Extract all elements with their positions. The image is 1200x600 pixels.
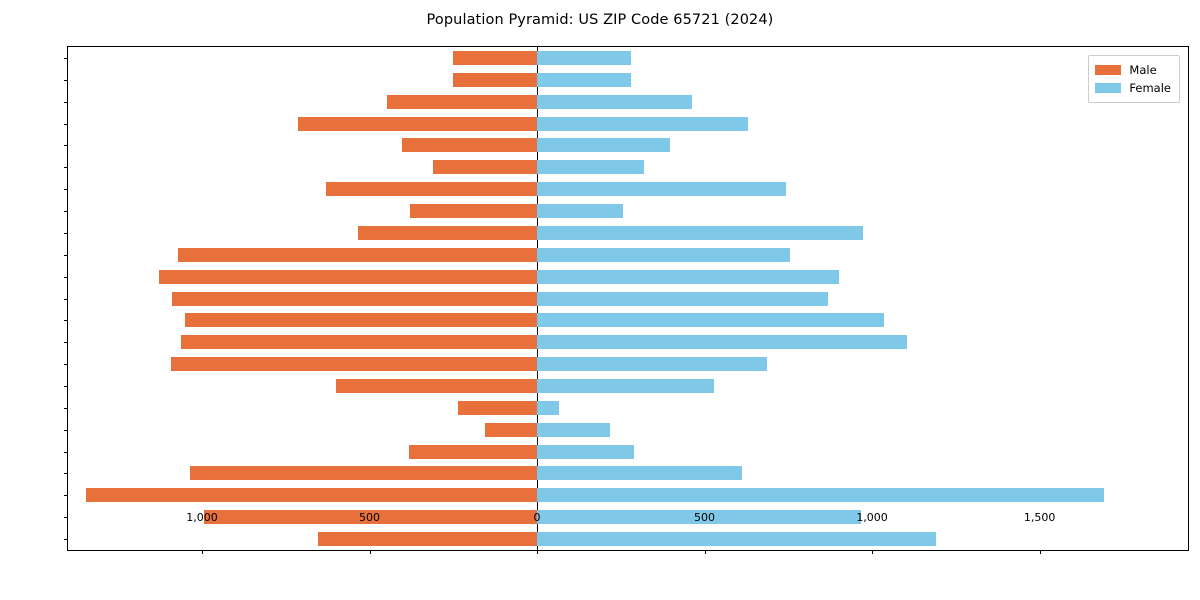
y-axis-tick <box>64 385 68 387</box>
bar-female-40-44 <box>537 291 829 306</box>
bar-male-45-49 <box>159 269 538 284</box>
y-axis-tick <box>64 429 68 431</box>
plot-area: Under 55-910-1415-1718-19202122-2425-293… <box>64 46 1189 554</box>
y-axis-tick <box>64 189 68 191</box>
bar-female-under-5 <box>537 532 936 547</box>
y-axis-tick <box>64 517 68 519</box>
legend-label-female: Female <box>1129 81 1171 95</box>
legend-label-male: Male <box>1129 63 1157 77</box>
y-axis-tick <box>64 211 68 213</box>
y-axis-tick <box>64 473 68 475</box>
bar-male-20 <box>485 422 538 437</box>
bar-male-65-66 <box>433 160 538 175</box>
x-axis-tick-label: 1,000 <box>856 511 888 524</box>
y-axis-tick <box>64 407 68 409</box>
bar-female-45-49 <box>537 269 840 284</box>
bar-female-35-39 <box>537 313 885 328</box>
x-axis-tick <box>202 550 203 554</box>
bar-male-40-44 <box>172 291 538 306</box>
bar-female-30-34 <box>537 335 907 350</box>
y-axis-tick <box>64 57 68 59</box>
bar-male-15-17 <box>189 466 538 481</box>
legend: Male Female <box>1088 55 1180 103</box>
y-axis-tick <box>64 342 68 344</box>
y-axis-tick <box>64 254 68 256</box>
x-axis-tick-label: 1,500 <box>1023 511 1056 524</box>
bar-female-67-69 <box>537 138 670 153</box>
legend-item-female: Female <box>1095 79 1171 97</box>
y-axis-tick <box>64 167 68 169</box>
x-axis-tick-label: 1,000 <box>186 511 218 524</box>
x-axis-tick-label: 500 <box>694 511 716 524</box>
chart-title: Population Pyramid: US ZIP Code 65721 (2… <box>426 12 774 28</box>
x-axis-tick <box>704 550 706 554</box>
bar-female-25-29 <box>537 357 768 372</box>
bar-female-55-59 <box>537 225 863 240</box>
bar-male-5-9 <box>203 510 538 525</box>
bar-male-21 <box>458 400 538 415</box>
bar-female-5-9 <box>537 510 862 525</box>
bar-female-20 <box>537 422 611 437</box>
bar-male-18-19 <box>408 444 538 459</box>
bar-female-22-24 <box>537 378 714 393</box>
x-axis-tick <box>1039 550 1041 554</box>
bar-female-10-14 <box>537 488 1105 503</box>
y-axis-tick <box>64 298 68 300</box>
y-axis-tick <box>64 232 68 234</box>
bar-female-65-66 <box>537 160 644 175</box>
bar-male-30-34 <box>180 335 538 350</box>
y-axis-tick <box>64 79 68 81</box>
bar-male-80-84 <box>453 72 538 87</box>
y-axis-tick <box>64 320 68 322</box>
bar-male-67-69 <box>402 138 538 153</box>
bar-male-50-54 <box>177 247 538 262</box>
x-axis-tick <box>537 550 539 554</box>
bar-male-22-24 <box>335 378 538 393</box>
x-axis-tick <box>369 550 371 554</box>
y-axis-tick <box>64 495 68 497</box>
x-axis-tick-label: 500 <box>359 511 381 524</box>
bar-male-75-79 <box>387 94 538 109</box>
bar-female-21 <box>537 400 559 415</box>
bar-male-35-39 <box>184 313 538 328</box>
bar-male-55-59 <box>358 225 538 240</box>
bar-female-60-61 <box>537 204 623 219</box>
y-axis-tick <box>64 451 68 453</box>
legend-item-male: Male <box>1095 61 1171 79</box>
bar-female-70-74 <box>537 116 749 131</box>
y-axis-tick <box>64 145 68 147</box>
y-axis-tick <box>64 364 68 366</box>
bar-female-18-19 <box>537 444 634 459</box>
bar-male-62-64 <box>325 182 538 197</box>
bar-male-under-5 <box>317 532 538 547</box>
bar-male-25-29 <box>170 357 538 372</box>
y-axis-tick <box>64 276 68 278</box>
bar-female-50-54 <box>537 247 791 262</box>
x-axis-tick-label: 0 <box>533 511 541 524</box>
bar-female-15-17 <box>537 466 742 481</box>
bar-female-80-84 <box>537 72 631 87</box>
y-axis-tick <box>64 539 68 541</box>
bar-female-85- <box>537 50 631 65</box>
y-axis-tick <box>64 101 68 103</box>
y-axis-tick <box>64 123 68 125</box>
bar-male-70-74 <box>298 116 538 131</box>
x-axis-tick <box>872 550 874 554</box>
bar-male-85- <box>453 50 538 65</box>
bar-male-10-14 <box>86 488 538 503</box>
bar-male-60-61 <box>410 204 538 219</box>
legend-swatch-male <box>1095 65 1122 75</box>
bar-female-75-79 <box>537 94 693 109</box>
legend-swatch-female <box>1095 83 1122 93</box>
bar-female-62-64 <box>537 182 787 197</box>
